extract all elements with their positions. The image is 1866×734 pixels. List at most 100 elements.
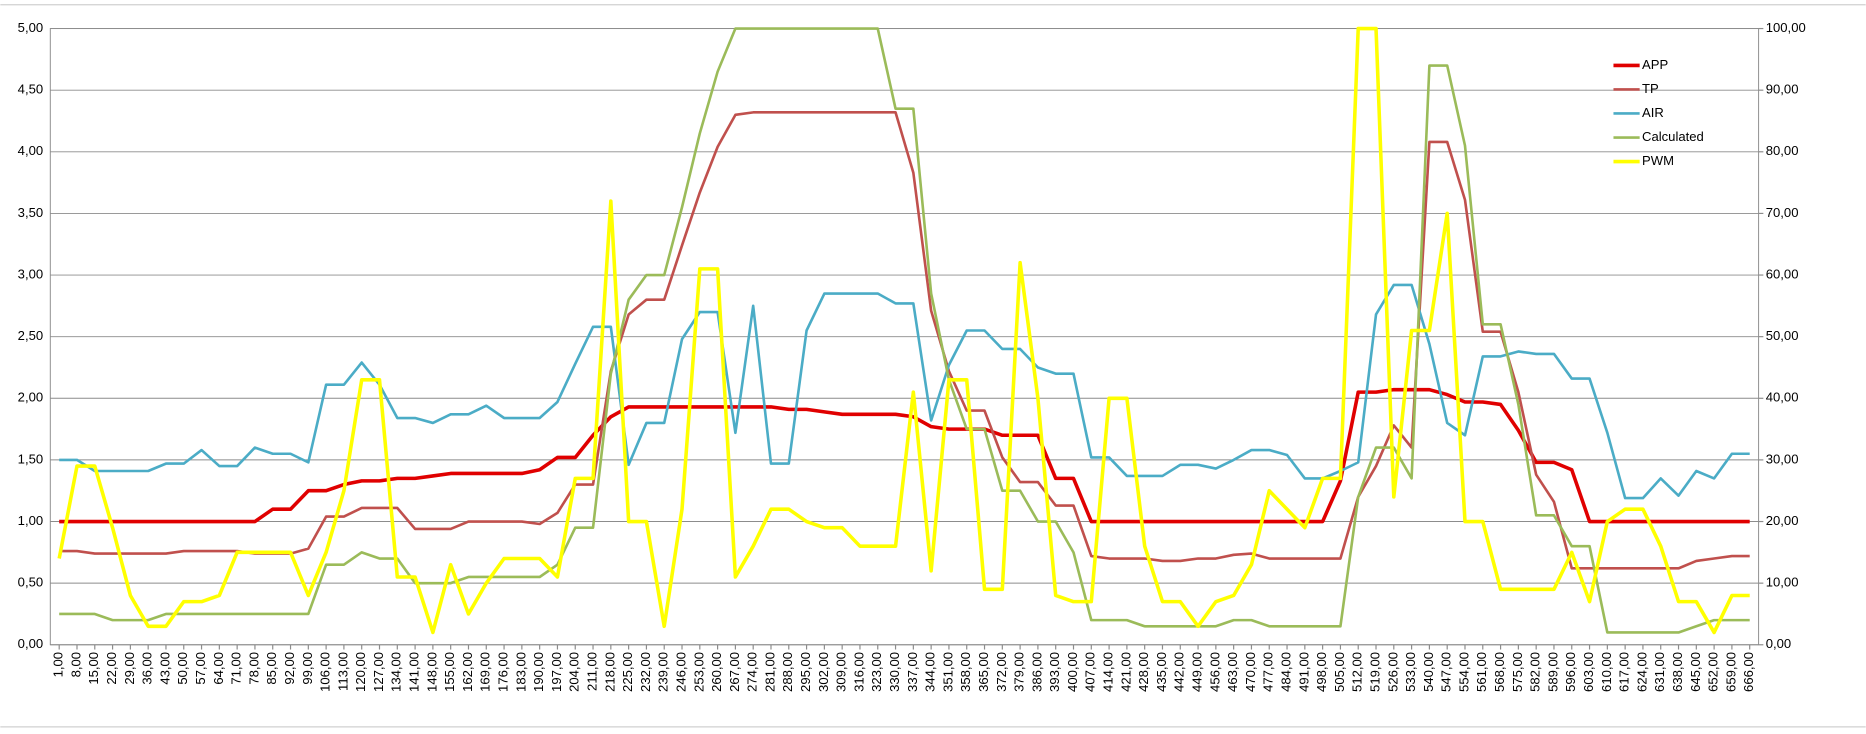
x-tick-label: 484,00 (1278, 652, 1293, 692)
y2-tick-label: 50,00 (1766, 328, 1799, 343)
x-tick-label: 596,00 (1563, 652, 1578, 692)
x-tick-label: 309,00 (834, 652, 849, 692)
x-tick-label: 533,00 (1403, 652, 1418, 692)
x-tick-label: 120,00 (353, 652, 368, 692)
x-tick-label: 197,00 (549, 652, 564, 692)
series-line (59, 27, 1750, 634)
x-tick-label: 575,00 (1510, 652, 1525, 692)
legend-label: APP (1642, 57, 1668, 72)
x-tick-label: 281,00 (762, 652, 777, 692)
x-tick-label: 477,00 (1261, 652, 1276, 692)
legend-label: PWM (1642, 153, 1674, 168)
x-tick-label: 323,00 (869, 652, 884, 692)
x-tick-label: 491,00 (1296, 652, 1311, 692)
x-tick-label: 169,00 (478, 652, 493, 692)
x-tick-label: 218,00 (602, 652, 617, 692)
legend-label: AIR (1642, 105, 1664, 120)
x-tick-label: 57,00 (193, 652, 208, 685)
y2-tick-label: 20,00 (1766, 513, 1799, 528)
x-tick-label: 141,00 (407, 652, 422, 692)
x-tick-label: 358,00 (958, 652, 973, 692)
x-tick-label: 190,00 (531, 652, 546, 692)
legend-label: TP (1642, 81, 1659, 96)
x-tick-label: 225,00 (620, 652, 635, 692)
y-tick-label: 1,50 (18, 451, 43, 466)
x-tick-label: 50,00 (175, 652, 190, 685)
x-tick-label: 85,00 (264, 652, 279, 685)
x-tick-label: 204,00 (567, 652, 582, 692)
x-tick-label: 78,00 (246, 652, 261, 685)
x-tick-label: 183,00 (513, 652, 528, 692)
x-tick-label: 400,00 (1065, 652, 1080, 692)
x-tick-label: 561,00 (1474, 652, 1489, 692)
y-tick-label: 3,50 (18, 205, 43, 220)
x-tick-label: 617,00 (1617, 652, 1632, 692)
x-tick-label: 260,00 (709, 652, 724, 692)
x-tick-label: 365,00 (976, 652, 991, 692)
y2-tick-label: 10,00 (1766, 575, 1799, 590)
x-tick-label: 631,00 (1652, 652, 1667, 692)
x-tick-label: 253,00 (691, 652, 706, 692)
y-tick-label: 0,00 (18, 636, 43, 651)
x-tick-label: 288,00 (780, 652, 795, 692)
x-tick-label: 624,00 (1634, 652, 1649, 692)
y2-tick-label: 80,00 (1766, 143, 1799, 158)
x-tick-label: 134,00 (389, 652, 404, 692)
x-tick-label: 470,00 (1243, 652, 1258, 692)
x-tick-label: 589,00 (1545, 652, 1560, 692)
x-tick-label: 568,00 (1492, 652, 1507, 692)
x-tick-label: 512,00 (1350, 652, 1365, 692)
x-tick-label: 519,00 (1367, 652, 1382, 692)
x-tick-label: 22,00 (104, 652, 119, 685)
x-tick-label: 211,00 (584, 652, 599, 691)
x-tick-label: 274,00 (745, 652, 760, 692)
x-tick-label: 337,00 (905, 652, 920, 692)
x-tick-label: 463,00 (1225, 652, 1240, 692)
y-tick-label: 2,00 (18, 390, 43, 405)
y2-tick-label: 0,00 (1766, 636, 1791, 651)
x-tick-label: 603,00 (1581, 652, 1596, 692)
y2-tick-label: 100,00 (1766, 20, 1806, 35)
y2-tick-label: 60,00 (1766, 266, 1799, 281)
y-tick-label: 0,50 (18, 575, 43, 590)
y2-tick-label: 30,00 (1766, 451, 1799, 466)
x-tick-label: 428,00 (1136, 652, 1151, 692)
x-tick-label: 8,00 (68, 652, 83, 677)
x-tick-label: 351,00 (940, 652, 955, 692)
x-tick-label: 232,00 (638, 652, 653, 692)
x-tick-label: 540,00 (1421, 652, 1436, 692)
x-tick-label: 15,00 (86, 652, 101, 685)
x-tick-label: 316,00 (851, 652, 866, 692)
x-tick-label: 113,00 (335, 652, 350, 691)
x-tick-label: 29,00 (122, 652, 137, 685)
x-tick-label: 526,00 (1385, 652, 1400, 692)
x-tick-label: 330,00 (887, 652, 902, 692)
x-tick-label: 659,00 (1723, 652, 1738, 692)
x-tick-label: 71,00 (229, 652, 244, 685)
x-tick-label: 1,00 (51, 652, 66, 677)
x-tick-label: 302,00 (816, 652, 831, 692)
x-tick-label: 162,00 (460, 652, 475, 692)
x-tick-label: 372,00 (994, 652, 1009, 692)
legend-label: Calculated (1642, 129, 1704, 144)
x-tick-label: 99,00 (300, 652, 315, 685)
x-tick-label: 43,00 (157, 652, 172, 685)
x-tick-label: 386,00 (1029, 652, 1044, 692)
series-line (59, 387, 1750, 524)
x-tick-label: 582,00 (1528, 652, 1543, 692)
series-line (59, 283, 1750, 500)
x-tick-label: 547,00 (1439, 652, 1454, 692)
y-tick-label: 5,00 (18, 20, 43, 35)
series-line (59, 111, 1750, 570)
x-tick-label: 407,00 (1083, 652, 1098, 692)
y-tick-label: 4,50 (18, 82, 43, 97)
x-tick-label: 36,00 (140, 652, 155, 685)
x-tick-label: 176,00 (496, 652, 511, 692)
x-tick-label: 155,00 (442, 652, 457, 692)
x-tick-label: 127,00 (371, 652, 386, 692)
x-tick-label: 449,00 (1190, 652, 1205, 692)
y2-tick-label: 40,00 (1766, 390, 1799, 405)
x-tick-label: 610,00 (1599, 652, 1614, 692)
